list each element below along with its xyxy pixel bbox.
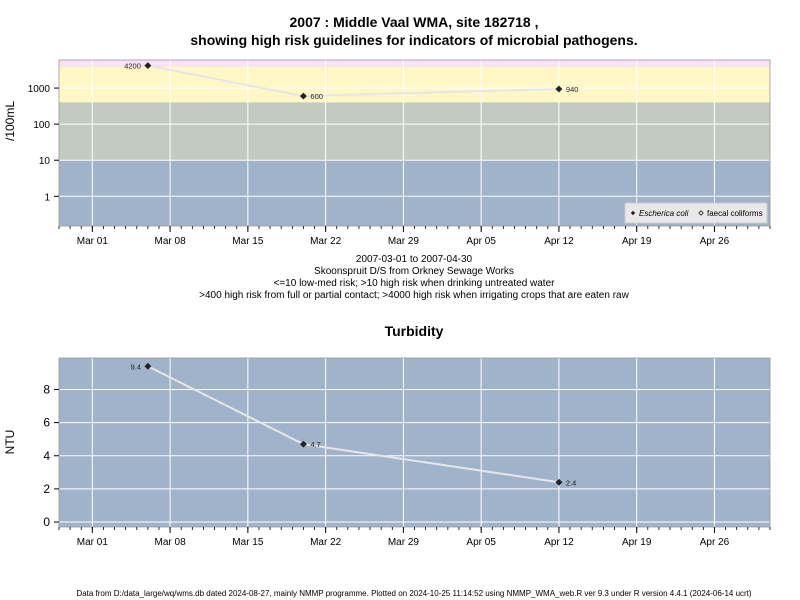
- y-tick-label: 4: [43, 449, 50, 463]
- y-axis-label: NTU: [3, 430, 17, 455]
- note-contact-risk: >400 high risk from full or partial cont…: [199, 290, 629, 301]
- y-tick-label: 10: [39, 156, 51, 167]
- y-tick-label: 2: [43, 482, 50, 496]
- y-tick-label: 0: [43, 515, 50, 529]
- chart-title-line2: showing high risk guidelines for indicat…: [190, 32, 637, 48]
- x-tick-label: Mar 22: [310, 236, 342, 247]
- data-point: [299, 92, 307, 100]
- legend-box: [624, 202, 768, 224]
- turbidity-title: Turbidity: [385, 323, 444, 339]
- x-tick-label: Mar 15: [232, 537, 264, 548]
- x-tick-label: Mar 29: [388, 236, 420, 247]
- x-tick-label: Mar 15: [232, 236, 264, 247]
- data-point: [555, 85, 563, 93]
- x-tick-label: Mar 01: [77, 537, 109, 548]
- x-tick-label: Mar 22: [310, 537, 342, 548]
- y-tick-label: 1: [44, 192, 50, 203]
- data-label: 4200: [124, 62, 141, 71]
- x-tick-label: Mar 29: [388, 537, 420, 548]
- footer-source-note: Data from D:/data_large/wq/wms.db dated …: [76, 589, 751, 598]
- x-tick-label: Apr 12: [544, 537, 574, 548]
- x-tick-label: Apr 19: [622, 236, 652, 247]
- x-tick-label: Apr 12: [544, 236, 574, 247]
- legend-marker-open-diamond: [698, 210, 704, 216]
- x-tick-label: Apr 19: [622, 537, 652, 548]
- data-point: [144, 362, 152, 370]
- legend-label-faecal-coliforms: faecal coliforms: [707, 209, 763, 218]
- data-point: [299, 440, 307, 448]
- data-label: 600: [310, 92, 323, 101]
- legend-label-ecoli: Escherica coli: [639, 209, 689, 218]
- data-label: 9.4: [130, 362, 140, 371]
- top-panel: 1 10 100 1000 Mar 01 Mar 08 Mar 15 Mar 22 Mar 29…: [3, 59, 771, 247]
- note-date-range: 2007-03-01 to 2007-04-30: [356, 254, 473, 265]
- risk-band-zone-irrigation: [59, 60, 770, 67]
- y-tick-label: 1000: [28, 84, 51, 95]
- plot-panel-background: [59, 358, 770, 527]
- y-axis-label: /100mL: [3, 101, 17, 141]
- data-label: 2.4: [566, 478, 576, 487]
- x-tick-label: Apr 05: [466, 236, 496, 247]
- risk-band-zone-drinking: [59, 102, 770, 161]
- risk-band-zone-contact: [59, 66, 770, 103]
- bottom-panel: 0 2 4 6 8 Mar 01 Mar 08 Mar 15 Mar 22 Mar 29 Apr 0…: [3, 357, 771, 548]
- y-tick-label: 6: [43, 416, 50, 430]
- x-tick-label: Apr 26: [700, 537, 730, 548]
- y-tick-label: 100: [33, 120, 50, 131]
- data-point: [144, 62, 152, 70]
- legend-marker-filled-diamond: [630, 210, 636, 216]
- chart-title-line1: 2007 : Middle Vaal WMA, site 182718 ,: [290, 14, 539, 30]
- data-label: 4.7: [310, 440, 320, 449]
- x-tick-label: Apr 26: [700, 236, 730, 247]
- y-tick-label: 8: [43, 382, 50, 396]
- data-label: 940: [566, 85, 579, 94]
- x-tick-label: Mar 01: [77, 236, 109, 247]
- note-drinking-risk: <=10 low-med risk; >10 high risk when dr…: [274, 278, 556, 289]
- x-tick-label: Apr 05: [466, 537, 496, 548]
- data-point: [555, 478, 563, 486]
- x-tick-label: Mar 08: [155, 537, 187, 548]
- note-site-name: Skoonspruit D/S from Orkney Sewage Works: [314, 266, 514, 277]
- x-tick-label: Mar 08: [155, 236, 187, 247]
